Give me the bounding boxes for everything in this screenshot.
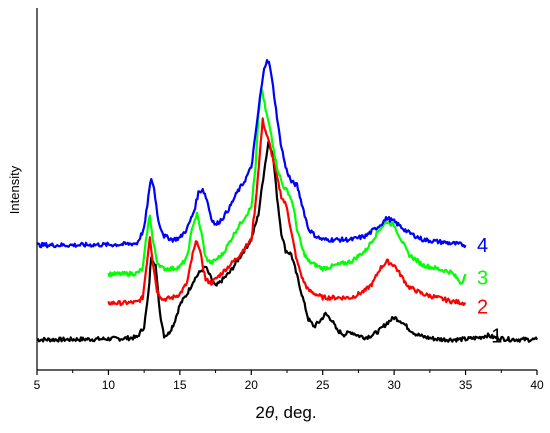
x-axis-title: 2θ, deg. — [255, 403, 316, 422]
series-label-4: 4 — [477, 235, 488, 257]
plot-area — [36, 59, 538, 343]
series-layer — [36, 59, 538, 343]
series-line-2 — [107, 117, 467, 307]
x-tick-label: 35 — [459, 378, 473, 392]
series-label-3: 3 — [477, 268, 488, 290]
x-tick-label: 5 — [34, 378, 41, 392]
series-labels: 12 3 4 — [477, 235, 502, 347]
x-tick-label: 25 — [316, 378, 330, 392]
y-axis-title: Intensity — [7, 165, 22, 214]
x-tick-label: 15 — [173, 378, 187, 392]
x-tick-label: 10 — [102, 378, 116, 392]
x-ticks: 5 10 15 20 25 30 35 40 — [34, 370, 544, 392]
x-axis-title-suffix: , deg. — [274, 403, 317, 422]
series-label-1: 1 — [491, 326, 502, 348]
series-line-3 — [107, 87, 467, 285]
x-axis-title-prefix: 2 — [255, 403, 264, 422]
x-tick-label: 30 — [387, 378, 401, 392]
x-tick-label: 40 — [530, 378, 544, 392]
series-line-1 — [36, 140, 538, 343]
x-axis-title-symbol: θ — [265, 403, 275, 422]
x-tick-label: 20 — [245, 378, 259, 392]
series-label-2: 2 — [477, 297, 488, 319]
series-line-4 — [36, 59, 467, 249]
